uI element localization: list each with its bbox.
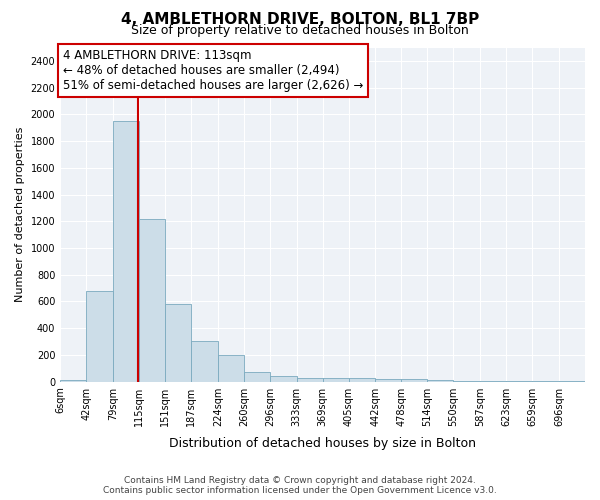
Bar: [60, 380, 86, 382]
Bar: [323, 378, 349, 382]
Bar: [113, 121, 139, 382]
Bar: [454, 380, 480, 382]
Bar: [296, 378, 323, 382]
Bar: [139, 218, 165, 382]
Text: Contains HM Land Registry data © Crown copyright and database right 2024.
Contai: Contains HM Land Registry data © Crown c…: [103, 476, 497, 495]
Bar: [191, 341, 218, 382]
Bar: [427, 380, 454, 382]
Bar: [480, 381, 506, 382]
Bar: [165, 304, 191, 382]
Bar: [349, 378, 376, 382]
Bar: [270, 376, 296, 382]
Bar: [244, 372, 270, 382]
Text: 4 AMBLETHORN DRIVE: 113sqm
← 48% of detached houses are smaller (2,494)
51% of s: 4 AMBLETHORN DRIVE: 113sqm ← 48% of deta…: [63, 49, 363, 92]
Text: 4, AMBLETHORN DRIVE, BOLTON, BL1 7BP: 4, AMBLETHORN DRIVE, BOLTON, BL1 7BP: [121, 12, 479, 28]
Bar: [218, 355, 244, 382]
Bar: [86, 291, 113, 382]
Text: Size of property relative to detached houses in Bolton: Size of property relative to detached ho…: [131, 24, 469, 37]
Bar: [401, 379, 427, 382]
Bar: [376, 378, 401, 382]
X-axis label: Distribution of detached houses by size in Bolton: Distribution of detached houses by size …: [169, 437, 476, 450]
Y-axis label: Number of detached properties: Number of detached properties: [15, 127, 25, 302]
